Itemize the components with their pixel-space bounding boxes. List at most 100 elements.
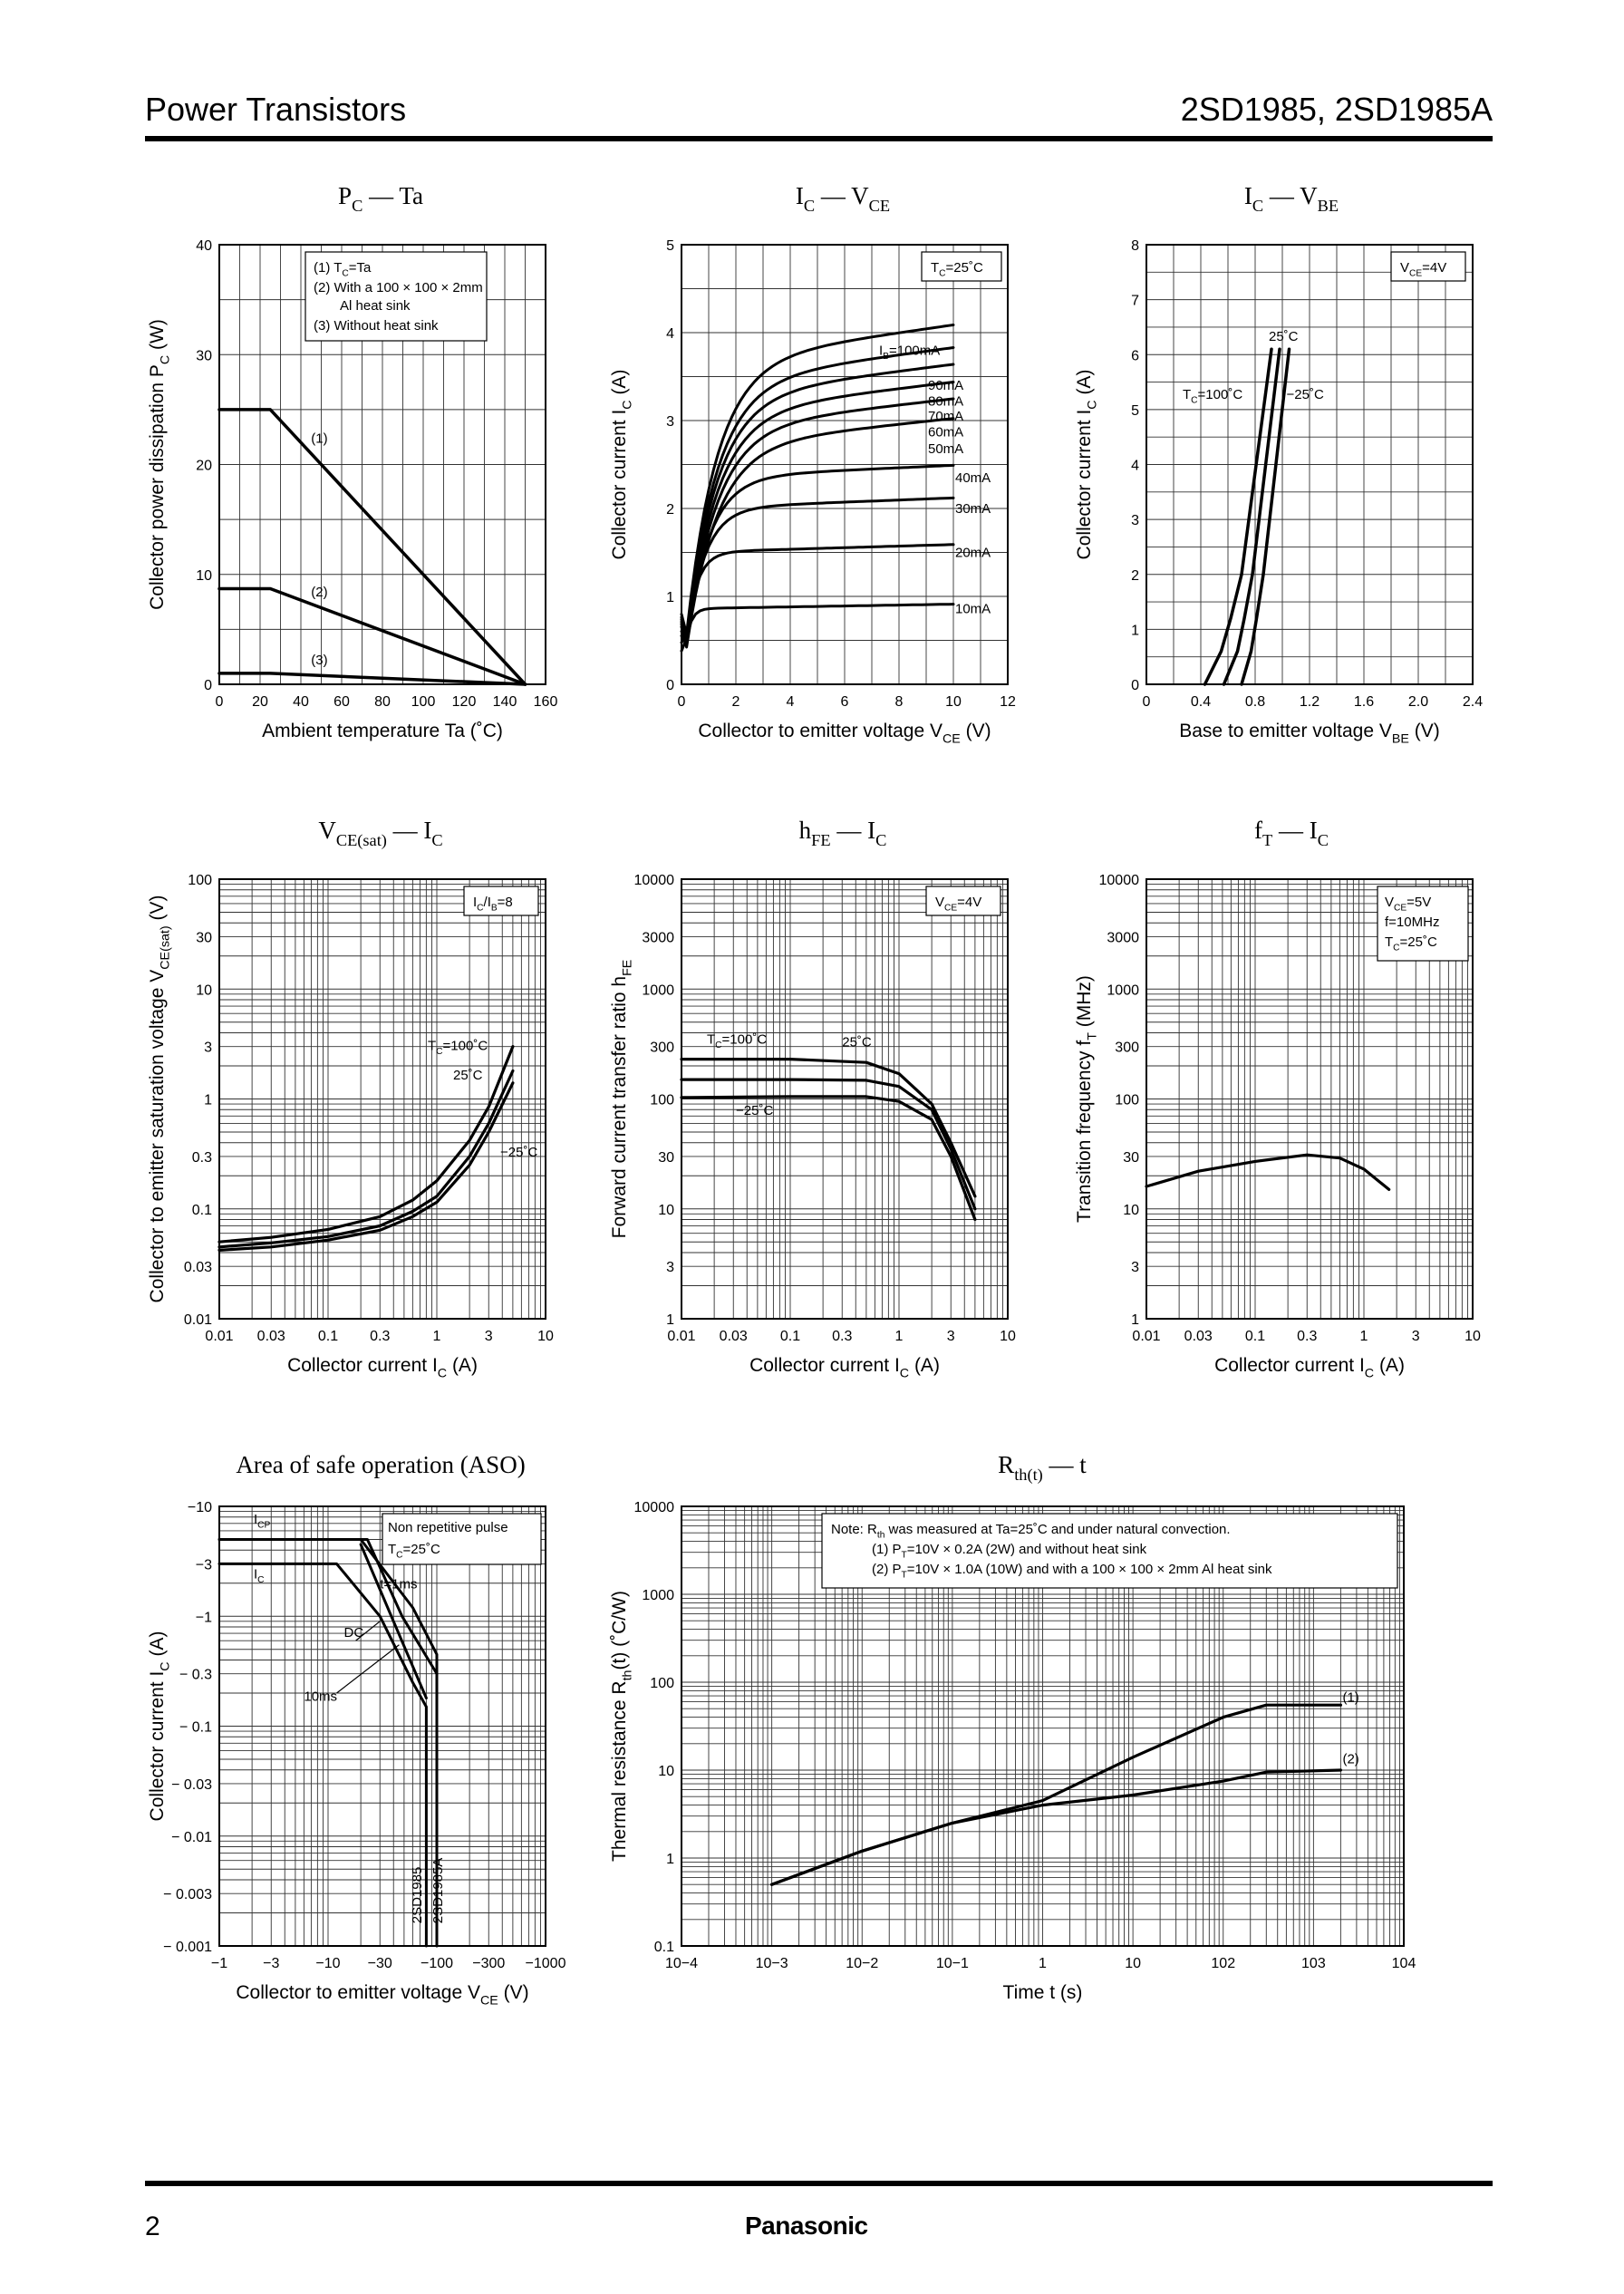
chart-vcesat_ic: 0.01 0.03 0.1 0.3 1 3 10 0.01 0.03 0.1 0.3 1 3 10 30 10… xyxy=(147,817,554,1380)
x-tick-label: 8 xyxy=(895,694,904,710)
y-tick-label: 0 xyxy=(1131,678,1139,693)
x-tick-label: −300 xyxy=(472,1956,505,1971)
label-1ms: t=1ms xyxy=(380,1576,417,1592)
series-line-3 xyxy=(218,1081,515,1253)
label-dc-leader xyxy=(355,1621,381,1641)
chart-ft_ic: 0.01 0.03 0.1 0.3 1 3 10 1 3 10 30 100 300 1000 3000 10… xyxy=(1074,817,1481,1380)
series-label-7: 40mA xyxy=(955,470,991,486)
series-label-2: 25˚C xyxy=(1269,329,1299,344)
x-tick-label: 0.1 xyxy=(1245,1329,1265,1344)
series-label-3: −25˚C xyxy=(736,1103,773,1118)
series-line-3 xyxy=(218,672,527,686)
series-label-1: TC=100˚C xyxy=(707,1031,767,1050)
y-tick-label: 3 xyxy=(204,1041,212,1056)
series-label-10: 10mA xyxy=(955,602,991,617)
series-label-9: 20mA xyxy=(955,546,991,561)
x-tick-label: 10−4 xyxy=(665,1956,698,1971)
x-tick-label: 3 xyxy=(947,1329,955,1344)
series-line-2 xyxy=(218,1538,439,1948)
note-line-1: Note: Rth was measured at Ta=25˚C and un… xyxy=(831,1522,1231,1541)
y-tick-label: − 0.001 xyxy=(163,1940,212,1955)
x-axis-label: Collector to emitter voltage VCE (V) xyxy=(698,721,991,746)
x-tick-label: 2.4 xyxy=(1463,694,1483,710)
series-line-4 xyxy=(359,1543,428,1699)
y-tick-label: 30 xyxy=(1123,1150,1139,1166)
series-line-7 xyxy=(680,463,955,644)
condition-box xyxy=(1377,886,1469,962)
y-tick-label: 30 xyxy=(658,1150,674,1166)
note-line-2: (1) PT=10V × 0.2A (2W) and without heat … xyxy=(872,1542,1147,1561)
chart-title: Rth(t) — t xyxy=(998,1451,1087,1485)
chart-title: IC — VBE xyxy=(1244,182,1339,215)
y-axis-label: Collector current IC (A) xyxy=(609,370,634,560)
series-label-2: 90mA xyxy=(928,378,963,393)
series-line-4 xyxy=(680,381,955,644)
x-tick-label: −3 xyxy=(263,1956,279,1971)
label-ic: IC xyxy=(254,1567,265,1586)
y-tick-label: 1 xyxy=(204,1093,212,1108)
series-label-2: (2) xyxy=(1342,1751,1358,1766)
series-line-1 xyxy=(218,1044,515,1244)
y-tick-label: −3 xyxy=(196,1557,212,1573)
x-tick-label: 0.3 xyxy=(370,1329,390,1344)
series-line-2 xyxy=(680,1078,977,1211)
x-tick-label: 2.0 xyxy=(1408,694,1428,710)
x-tick-label: 4 xyxy=(787,694,795,710)
series-line-3 xyxy=(1240,347,1291,686)
x-tick-label: 0.03 xyxy=(1184,1329,1213,1344)
y-tick-label: 0 xyxy=(666,678,674,693)
x-tick-label: 6 xyxy=(841,694,849,710)
x-tick-label: −10 xyxy=(315,1956,340,1971)
header-title-left: Power Transistors xyxy=(145,91,407,128)
series-label-4: 70mA xyxy=(928,409,963,424)
chart-title: IC — VCE xyxy=(796,182,890,215)
header-rule xyxy=(145,136,1493,141)
y-tick-label: 1 xyxy=(666,590,674,605)
y-tick-label: 30 xyxy=(196,930,212,945)
y-tick-label: 1 xyxy=(1131,1312,1139,1328)
series-line-2 xyxy=(218,586,527,686)
y-tick-label: 10 xyxy=(196,982,212,998)
y-tick-label: −10 xyxy=(188,1500,212,1515)
y-axis-label: Forward current transfer ratio hFE xyxy=(609,960,634,1239)
condition-label-1: VCE=5V xyxy=(1385,895,1431,914)
y-tick-label: 2 xyxy=(1131,568,1139,584)
series-line-2 xyxy=(1222,347,1281,686)
y-tick-label: 3 xyxy=(666,1260,674,1275)
plot-frame xyxy=(681,244,1009,685)
x-tick-label: 10 xyxy=(1000,1329,1016,1344)
plot-frame xyxy=(218,878,546,1320)
series-label-2: (2) xyxy=(311,585,327,600)
label-icp: ICP xyxy=(254,1512,271,1531)
x-tick-label: 0 xyxy=(678,694,686,710)
condition-label: VCE=4V xyxy=(1400,260,1446,279)
y-tick-label: 10 xyxy=(1123,1203,1139,1218)
condition-label-3: TC=25˚C xyxy=(1385,934,1437,953)
y-axis-label: Collector to emitter saturation voltage … xyxy=(147,895,172,1303)
y-tick-label: 20 xyxy=(196,459,212,474)
series-line-3 xyxy=(680,1095,977,1222)
x-tick-label: −100 xyxy=(420,1956,453,1971)
footer-rule xyxy=(145,2181,1493,2186)
series-label-3: −25˚C xyxy=(500,1145,537,1160)
condition-label: VCE=4V xyxy=(935,895,981,914)
y-tick-label: 1000 xyxy=(642,1588,674,1603)
series-line-6 xyxy=(680,417,955,649)
y-tick-label: 100 xyxy=(650,1676,674,1691)
y-axis-label: Collector current IC (A) xyxy=(147,1631,172,1822)
y-tick-label: 0.01 xyxy=(184,1312,212,1328)
x-tick-label: 40 xyxy=(293,694,309,710)
x-tick-label: −1 xyxy=(211,1956,227,1971)
x-axis-label: Ambient temperature Ta (˚C) xyxy=(262,721,503,741)
condition-box xyxy=(463,886,539,916)
x-tick-label: 10 xyxy=(1464,1329,1481,1344)
y-tick-label: 100 xyxy=(188,873,212,888)
legend-box xyxy=(382,1513,542,1565)
x-tick-label: 0.03 xyxy=(720,1329,748,1344)
series-line-8 xyxy=(680,496,955,643)
x-tick-label: 0.01 xyxy=(667,1329,695,1344)
x-tick-label: 0.01 xyxy=(205,1329,233,1344)
brand-logo: Panasonic xyxy=(745,2212,868,2240)
y-tick-label: 300 xyxy=(1115,1041,1139,1056)
series-label-1: IB=100mA xyxy=(879,343,940,362)
